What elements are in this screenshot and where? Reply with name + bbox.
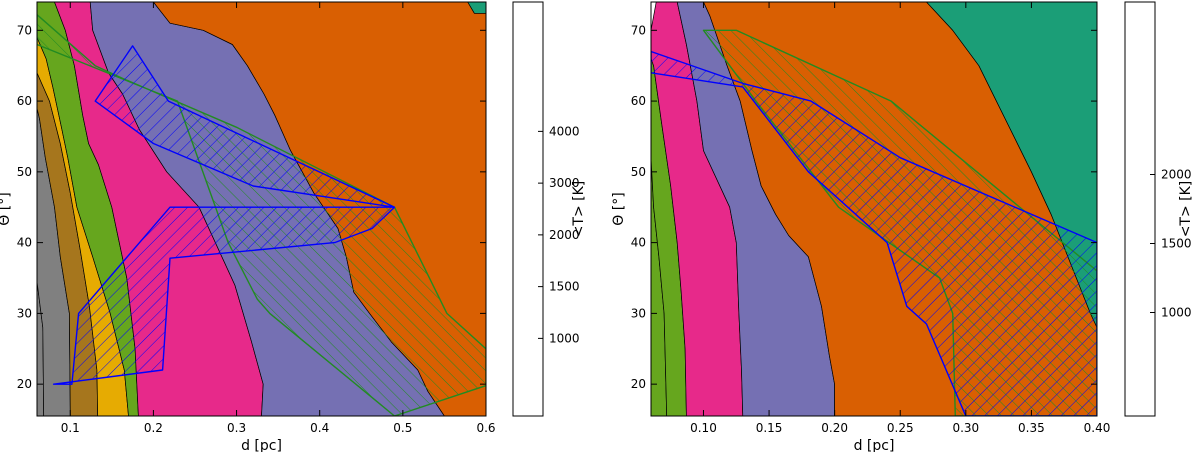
colorbar-tick-label: 4000 bbox=[549, 124, 580, 138]
y-tick-label: 30 bbox=[17, 306, 32, 320]
right-contour-panel: 0.10 0.15 0.20 0.25 0.30 0.35 0.40 20 30 40 50 60 70… bbox=[611, 1, 1111, 452]
y-tick-label: 20 bbox=[17, 377, 32, 391]
x-tick-label: 0.1 bbox=[61, 421, 80, 435]
x-tick-label: 0.5 bbox=[393, 421, 412, 435]
x-tick-label: 0.6 bbox=[476, 421, 495, 435]
y-tick-label: 60 bbox=[631, 94, 646, 108]
y-tick-label: 40 bbox=[17, 236, 32, 250]
y-tick-label: 70 bbox=[17, 23, 32, 37]
contour-region bbox=[926, 2, 1097, 328]
plot-frame bbox=[650, 1, 1098, 417]
x-tick-label: 0.2 bbox=[144, 421, 163, 435]
x-tick-label: 0.20 bbox=[821, 421, 848, 435]
x-axis-label: d [pc] bbox=[854, 438, 895, 452]
colorbar-label: <T> [K] bbox=[571, 181, 587, 238]
right-colorbar: 1000 1500 2000<T> [K] bbox=[1124, 1, 1194, 417]
x-tick-label: 0.25 bbox=[887, 421, 914, 435]
colorbar-tick-label: 3000 bbox=[549, 176, 580, 190]
contour-region bbox=[467, 2, 486, 14]
x-tick-label: 0.10 bbox=[690, 421, 717, 435]
y-axis-label: Θ [°] bbox=[0, 192, 13, 225]
x-tick-label: 0.30 bbox=[952, 421, 979, 435]
y-tick-label: 40 bbox=[631, 236, 646, 250]
hatched-constraint-region bbox=[651, 50, 1097, 416]
y-tick-label: 50 bbox=[17, 165, 32, 179]
y-tick-label: 20 bbox=[631, 377, 646, 391]
plot-frame bbox=[36, 1, 487, 417]
colorbar-tick-label: 1500 bbox=[549, 280, 580, 294]
colorbar-tick-label: 1000 bbox=[549, 331, 580, 345]
x-tick-label: 0.35 bbox=[1018, 421, 1045, 435]
x-tick-label: 0.40 bbox=[1084, 421, 1111, 435]
y-tick-label: 70 bbox=[631, 23, 646, 37]
x-tick-label: 0.3 bbox=[227, 421, 246, 435]
y-tick-label: 50 bbox=[631, 165, 646, 179]
x-tick-label: 0.4 bbox=[310, 421, 329, 435]
left-colorbar: 1000 1500 2000 3000 4000 <T> [K] bbox=[512, 1, 587, 417]
hatched-constraint-region bbox=[52, 45, 396, 385]
colorbar-frame bbox=[1124, 1, 1156, 417]
colorbar-tick-label: 2000 bbox=[1161, 168, 1192, 182]
colorbar-tick-label: 2000 bbox=[549, 228, 580, 242]
y-tick-label: 30 bbox=[631, 306, 646, 320]
y-tick-label: 60 bbox=[17, 94, 32, 108]
x-axis-label: d [pc] bbox=[241, 438, 282, 452]
colorbar-tick-label: 1000 bbox=[1161, 306, 1192, 320]
colorbar-frame bbox=[512, 1, 544, 417]
left-contour-panel: 0.1 0.2 0.3 0.4 0.5 0.6 20 30 40 50 60 70 d [pc] Θ [°… bbox=[0, 1, 496, 452]
y-axis-label: Θ [°] bbox=[611, 192, 627, 225]
colorbar-tick-label: 1500 bbox=[1161, 237, 1192, 251]
colorbar-label: <T> [K] bbox=[1178, 181, 1194, 238]
x-tick-label: 0.15 bbox=[756, 421, 783, 435]
